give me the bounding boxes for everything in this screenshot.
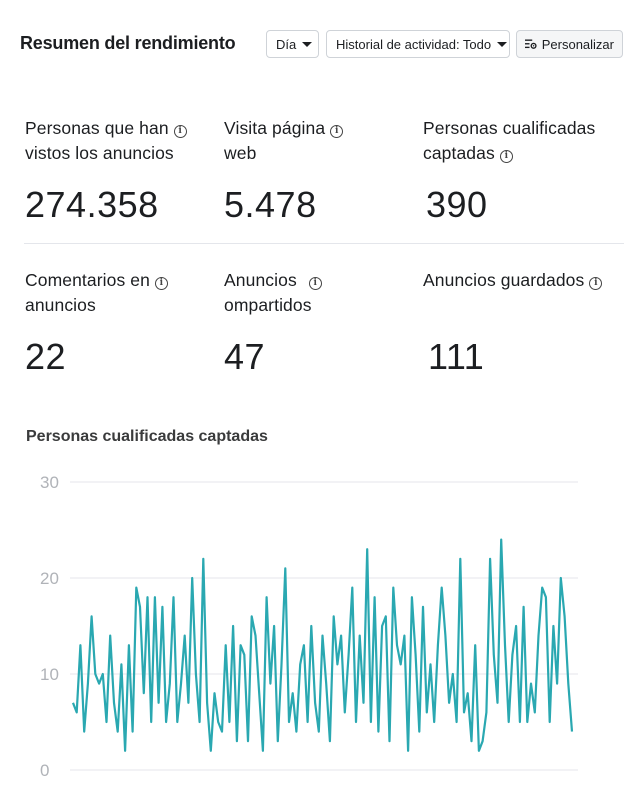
metric-value: 274.358 [25, 184, 159, 225]
metric-qualified-leads: Personas cualificadas captadas i 390 [423, 116, 613, 226]
metric-value: 47 [224, 336, 266, 377]
page-title: Resumen del rendimiento [20, 33, 236, 53]
y-tick-label: 0 [40, 761, 49, 780]
metric-people-reached: Personas que han i vistos los anuncios 27… [25, 116, 215, 226]
series-line [71, 538, 574, 752]
info-icon[interactable]: i [589, 277, 603, 290]
metric-ad-comments: Comentarios en i anuncios 22 [25, 268, 215, 378]
day-dropdown[interactable]: Día [266, 30, 319, 58]
y-tick-label: 20 [40, 569, 59, 588]
info-icon[interactable]: i [308, 277, 322, 290]
metric-ads-saved: Anuncios guardados i 111 [423, 268, 623, 378]
metric-value: 5.478 [224, 184, 317, 225]
divider [24, 243, 624, 244]
metric-label: Personas cualificadas captadas i [423, 118, 596, 163]
metric-label: Comentarios en i anuncios [25, 268, 215, 318]
customize-settings-icon [525, 39, 537, 49]
metric-label: Visita página i web [224, 116, 414, 166]
customize-button[interactable]: Personalizar [516, 30, 623, 58]
day-dropdown-label: Día [276, 36, 297, 52]
info-icon[interactable]: i [499, 150, 513, 163]
activity-history-label: Historial de actividad: Todo [336, 36, 492, 52]
metric-value: 22 [25, 336, 67, 377]
caret-down-icon [302, 41, 313, 47]
info-icon[interactable]: i [330, 125, 344, 138]
metric-label: Anuncios i ompartidos [224, 268, 414, 318]
caret-down-icon [497, 41, 508, 47]
chart-title: Personas cualificadas captadas [26, 428, 268, 445]
y-tick-label: 10 [40, 665, 59, 684]
header: Resumen del rendimiento Día Historial de… [0, 0, 640, 90]
customize-button-label: Personalizar [541, 36, 614, 52]
activity-history-dropdown[interactable]: Historial de actividad: Todo [326, 30, 510, 58]
metric-value: 390 [426, 184, 488, 225]
info-icon[interactable]: i [154, 277, 168, 290]
line-chart: 0 10 20 30 [40, 473, 578, 780]
metric-label: Anuncios guardados i [423, 268, 623, 293]
y-tick-label: 30 [40, 473, 59, 492]
info-icon[interactable]: i [173, 125, 187, 138]
metric-value: 111 [428, 336, 485, 377]
metric-website-visits: Visita página i web 5.478 [224, 116, 414, 226]
metric-ads-shared: Anuncios i ompartidos 47 [224, 268, 414, 378]
metric-label: Personas que han i vistos los anuncios [25, 116, 215, 166]
